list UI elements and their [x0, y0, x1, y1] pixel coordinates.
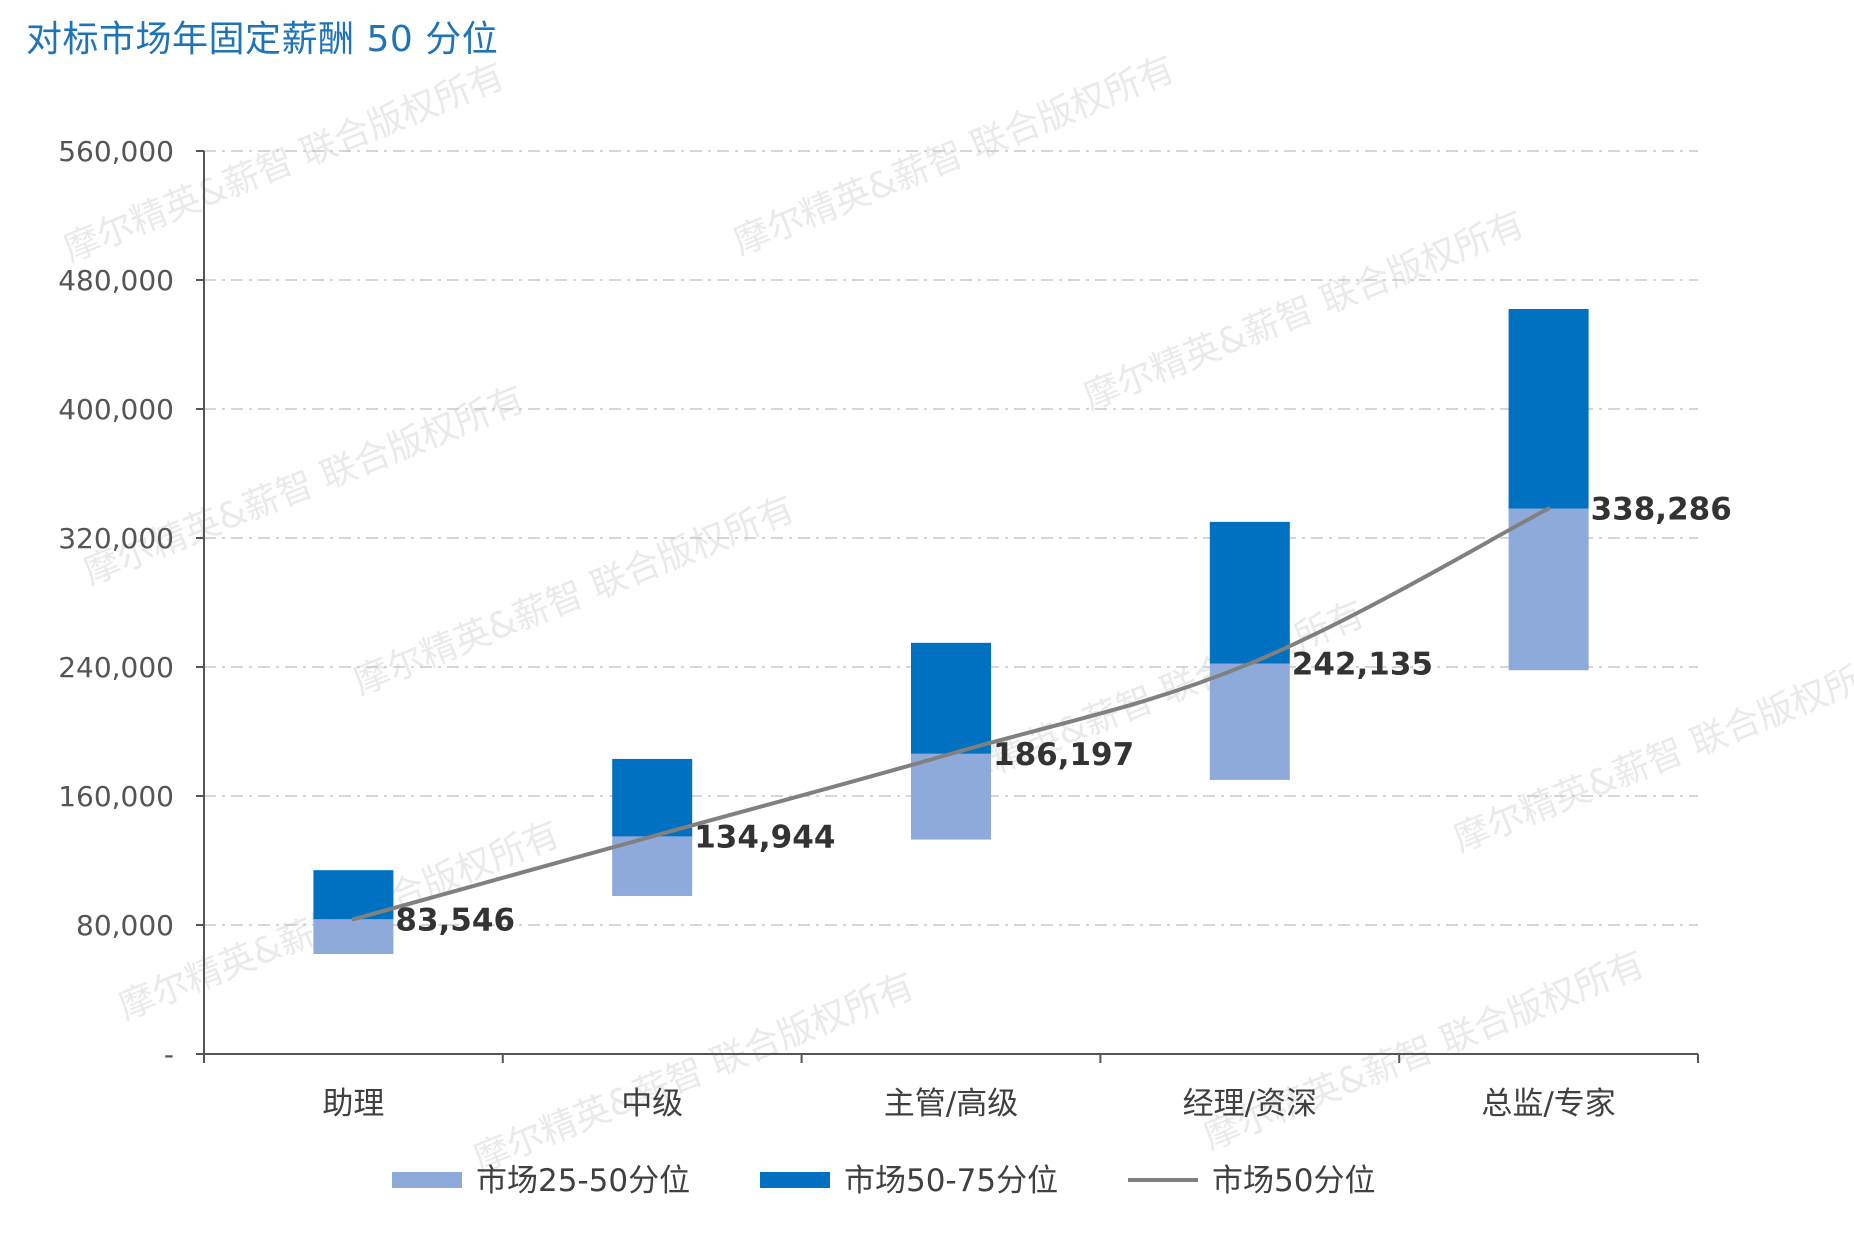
bars-layer: [313, 309, 1589, 955]
x-tick-label: 经理/资深: [1183, 1086, 1317, 1122]
watermark-text: 摩尔精英&薪智 联合版权所有: [348, 489, 801, 704]
legend-swatch: [760, 1172, 830, 1188]
median-line: [351, 506, 1551, 922]
y-tick-label: 80,000: [76, 909, 174, 942]
bar: [612, 836, 693, 896]
watermark-text: 摩尔精英&薪智 联合版权所有: [1078, 204, 1531, 419]
bar: [1209, 521, 1290, 664]
data-label: 242,135: [1292, 647, 1433, 683]
data-label: 186,197: [993, 737, 1134, 773]
y-tick-label: 160,000: [58, 780, 174, 813]
legend-label: 市场25-50分位: [476, 1163, 690, 1199]
y-tick-label: 320,000: [58, 522, 174, 555]
bar: [313, 919, 394, 955]
chart-title: 对标市场年固定薪酬 50 分位: [26, 19, 499, 60]
legend-swatch: [392, 1172, 462, 1188]
bar: [1209, 663, 1290, 780]
watermark-text: 摩尔精英&薪智 联合版权所有: [1448, 646, 1854, 861]
watermark-text: 摩尔精英&薪智 联合版权所有: [1198, 944, 1651, 1159]
legend-label: 市场50分位: [1212, 1163, 1375, 1199]
legend: 市场25-50分位 市场50-75分位 市场50分位: [392, 1163, 1375, 1199]
data-labels-layer: 83,546 134,944 186,197 242,135 338,286: [395, 492, 1731, 939]
y-tick-label: 240,000: [58, 651, 174, 684]
bar: [1508, 309, 1589, 509]
y-tick-label: 560,000: [58, 135, 174, 168]
x-tick-label: 助理: [322, 1086, 384, 1122]
watermark-text: 摩尔精英&薪智 联合版权所有: [468, 966, 921, 1181]
median-line-layer: [351, 506, 1551, 922]
axes: - 80,000 160,000 240,000 320,000 400,000 480,0…: [58, 135, 1699, 1122]
y-tick-label: 480,000: [58, 264, 174, 297]
bar: [612, 758, 693, 837]
bar: [911, 642, 991, 754]
legend-label: 市场50-75分位: [844, 1163, 1058, 1199]
data-label: 134,944: [694, 819, 835, 855]
watermark-text: 摩尔精英&薪智 联合版权所有: [728, 49, 1181, 264]
y-tick-label: 400,000: [58, 393, 174, 426]
x-tick-label: 主管/高级: [884, 1086, 1018, 1122]
data-label: 83,546: [395, 902, 515, 938]
bar: [1508, 508, 1589, 671]
gridlines: [204, 150, 1698, 926]
bar: [911, 753, 991, 840]
x-tick-label: 中级: [621, 1086, 683, 1122]
data-label: 338,286: [1591, 492, 1732, 528]
x-tick-label: 总监/专家: [1481, 1086, 1615, 1122]
y-tick-label: -: [164, 1038, 174, 1071]
